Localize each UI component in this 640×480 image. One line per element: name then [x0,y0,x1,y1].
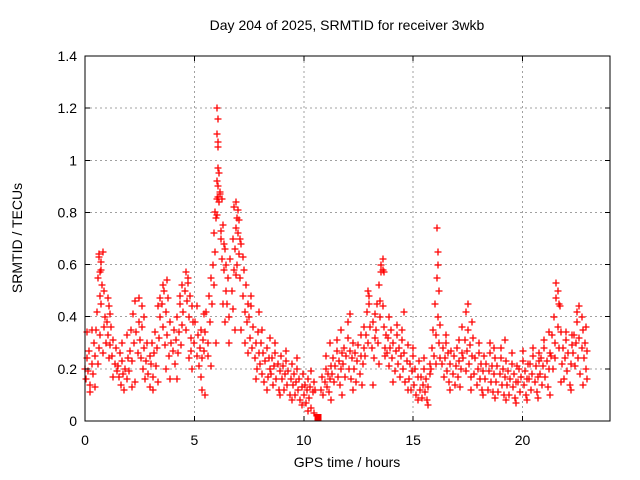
y-tick-label: 1.4 [58,48,78,64]
grid-lines [85,56,610,421]
x-tick-label: 15 [405,432,421,448]
x-tick-label: 0 [81,432,89,448]
x-tick-label: 20 [515,432,531,448]
axis-ticks [84,55,610,422]
y-tick-label: 0 [69,413,77,429]
x-tick-label: 10 [296,432,312,448]
axis-tick-labels: 0 5 10 15 20 0 0.2 0.4 0.6 0.8 1 1.2 1.4 [58,48,531,448]
x-axis-label: GPS time / hours [294,454,401,470]
x-tick-label: 5 [190,432,198,448]
y-tick-label: 0.4 [58,309,78,325]
flag-point [314,414,322,422]
y-tick-label: 0.6 [58,257,78,273]
plot-border [84,55,611,422]
y-tick-label: 0.8 [58,204,78,220]
y-tick-label: 1.2 [58,100,78,116]
y-axis-label: SRMTID / TECUs [9,183,25,293]
y-tick-label: 1 [69,152,77,168]
chart-title: Day 204 of 2025, SRMTID for receiver 3wk… [210,17,485,33]
y-tick-label: 0.2 [58,361,78,377]
